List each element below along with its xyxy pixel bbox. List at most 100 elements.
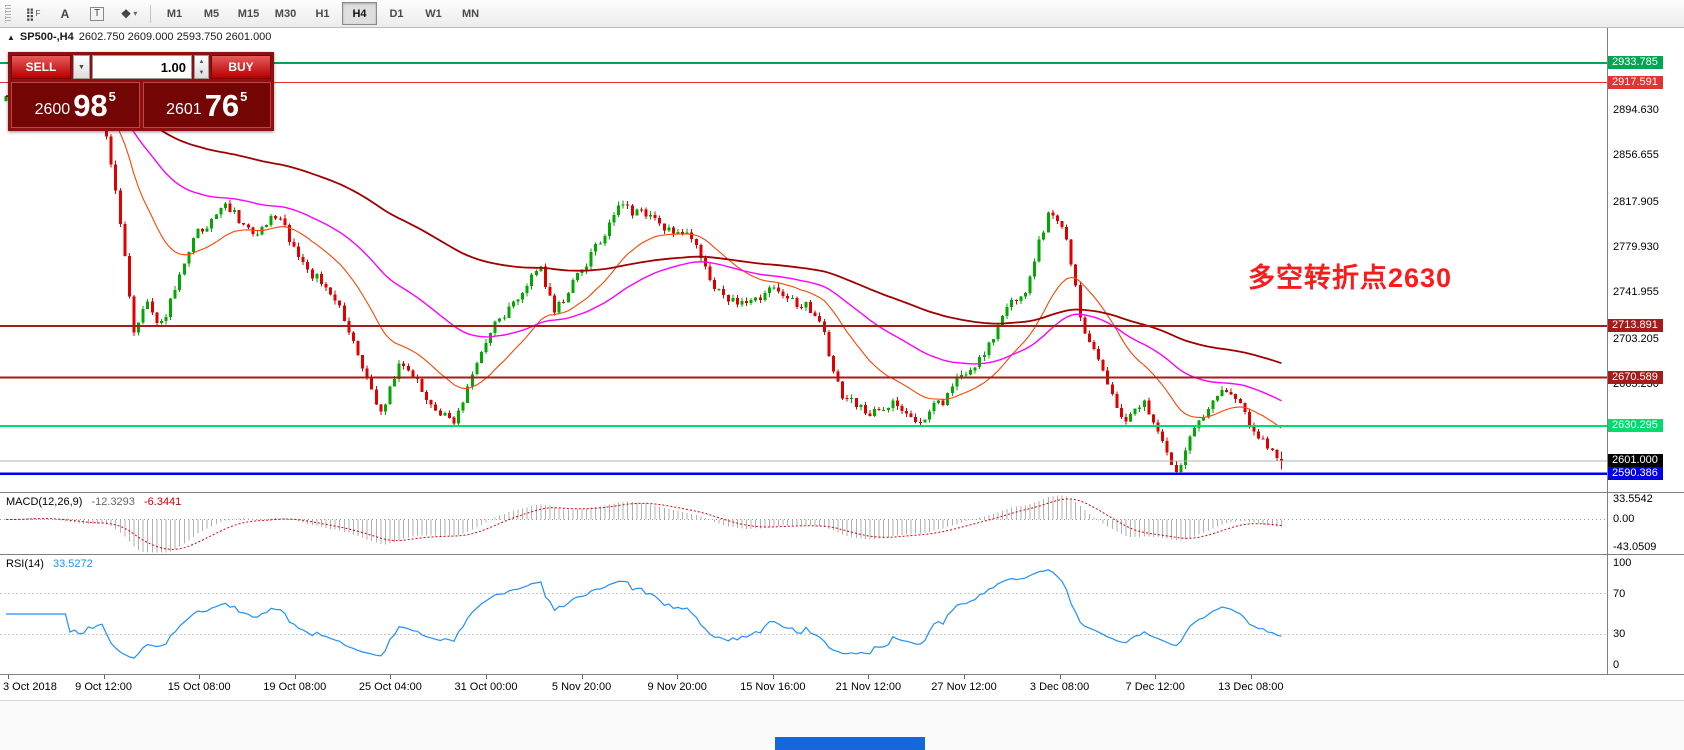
macd-title: MACD(12,26,9) -12.3293 -6.3441 <box>6 496 181 508</box>
price-tag: 2933.785 <box>1608 56 1663 70</box>
axis-tick-label: 2741.955 <box>1613 286 1659 299</box>
price-tag: 2590.386 <box>1608 467 1663 481</box>
dropdown-caret-icon: ▾ <box>133 9 138 18</box>
axis-tick-label: 33.5542 <box>1613 493 1653 505</box>
axis-tick-label: -43.0509 <box>1613 541 1657 553</box>
time-label: 7 Dec 12:00 <box>1125 681 1185 693</box>
rsi-chart-canvas[interactable] <box>0 555 1608 673</box>
rsi-title: RSI(14) 33.5272 <box>6 558 93 570</box>
time-tick <box>294 675 296 679</box>
sell-button[interactable]: SELL <box>11 55 71 79</box>
timeframe-group: M1 M5 M15 M30 H1 H4 D1 W1 MN <box>156 2 489 25</box>
time-label: 9 Oct 12:00 <box>75 681 133 693</box>
rsi-panel: RSI(14) 33.5272 100 70 30 0 <box>0 554 1684 674</box>
grid-tool-icon[interactable]: ⣿ F <box>25 6 41 21</box>
buy-button[interactable]: BUY <box>211 55 271 79</box>
time-tick <box>677 675 679 679</box>
timeframe-button-m1[interactable]: M1 <box>166 7 183 20</box>
main-chart-canvas[interactable] <box>0 28 1608 492</box>
time-axis[interactable]: 3 Oct 2018 9 Oct 12:00 15 Oct 08:00 19 Oct … <box>0 674 1684 700</box>
time-label: 21 Nov 12:00 <box>835 681 902 693</box>
timeframe-button-h4[interactable]: H4 <box>342 2 377 25</box>
rsi-guides <box>0 593 1608 635</box>
spinner-up-icon[interactable]: ▲ <box>198 58 205 65</box>
axis-tick-label: 2817.905 <box>1613 195 1659 208</box>
timeframe-button-h1[interactable]: H1 <box>315 7 330 20</box>
trade-panel-collapse-arrow[interactable]: ▲ <box>7 32 15 42</box>
sell-price-display[interactable]: 2600 98 5 <box>11 82 140 128</box>
axis-tick-label: 0.00 <box>1613 513 1635 526</box>
taskbar-fragment[interactable] <box>774 737 925 750</box>
price-tag: 2630.295 <box>1608 419 1663 433</box>
sell-price-pip-sup: 5 <box>108 89 116 104</box>
price-tag: 2601.000 <box>1608 454 1663 468</box>
horizontal-levels <box>0 61 1608 475</box>
time-tick <box>103 675 105 679</box>
toolbar-grip[interactable] <box>5 4 11 23</box>
macd-axis[interactable]: 33.5542 0.00 -43.0509 <box>1607 493 1684 554</box>
volume-spinner[interactable]: ▲ ▼ <box>194 55 209 79</box>
rsi-axis[interactable]: 100 70 30 0 <box>1607 555 1684 674</box>
candlestick-series <box>4 79 1283 475</box>
time-label: 31 Oct 00:00 <box>454 681 518 693</box>
time-tick <box>581 675 583 679</box>
time-label: 25 Oct 04:00 <box>358 681 422 693</box>
axis-tick-label: 100 <box>1613 557 1632 570</box>
macd-chart-canvas[interactable] <box>0 493 1608 553</box>
time-label: 15 Nov 16:00 <box>740 681 806 693</box>
macd-label: MACD(12,26,9) <box>6 496 83 508</box>
time-label: 13 Dec 08:00 <box>1218 681 1284 693</box>
time-label: 3 Oct 2018 <box>3 681 57 693</box>
trade-controls-row: SELL ▼ ▲▼ BUY <box>11 55 271 79</box>
axis-tick-label: 0 <box>1613 658 1620 671</box>
time-tick <box>868 675 870 679</box>
macd-histogram <box>0 495 1608 553</box>
timeframe-button-m30[interactable]: M30 <box>274 7 297 20</box>
time-tick <box>1250 675 1252 679</box>
axis-tick-label: 70 <box>1613 587 1626 600</box>
volume-input[interactable] <box>92 55 192 79</box>
timeframe-button-m15[interactable]: M15 <box>237 7 260 20</box>
drawing-tools-group: ⣿ F A T ❖ ▾ <box>17 2 145 26</box>
toolbar-separator <box>150 4 151 23</box>
time-tick <box>1155 675 1157 679</box>
toolbar: ⣿ F A T ❖ ▾ M1 M5 M15 M30 H1 H4 D1 W1 MN <box>0 0 1684 28</box>
sell-price-big-digits: 98 <box>73 87 108 123</box>
time-tick <box>964 675 965 679</box>
axis-tick-label: 2703.205 <box>1613 332 1659 345</box>
axis-tick-label: 30 <box>1613 628 1626 641</box>
timeframe-button-w1[interactable]: W1 <box>425 7 442 20</box>
buy-price-display[interactable]: 2601 76 5 <box>142 82 271 128</box>
volume-dropdown-arrow[interactable]: ▼ <box>73 55 90 79</box>
text-tool-icon[interactable]: T <box>81 2 113 26</box>
symbol-timeframe-label: SP500-,H4 <box>19 31 74 43</box>
time-label: 19 Oct 08:00 <box>263 681 327 693</box>
time-label: 3 Dec 08:00 <box>1029 681 1090 693</box>
time-label: 15 Oct 08:00 <box>167 681 231 693</box>
time-label: 27 Nov 12:00 <box>931 681 997 693</box>
buy-price-big-digits: 76 <box>204 87 240 123</box>
timeframe-button-mn[interactable]: MN <box>461 7 480 20</box>
label-tool-icon[interactable]: A <box>60 6 70 21</box>
buy-price-pip-sup: 5 <box>240 89 248 104</box>
ohlc-values: 2602.750 2609.000 2593.750 2601.000 <box>78 31 272 43</box>
time-tick <box>8 675 9 679</box>
time-tick <box>390 675 392 679</box>
shapes-tool-icon[interactable]: ❖ ▾ <box>120 6 138 21</box>
spinner-down-icon[interactable]: ▼ <box>198 69 205 76</box>
price-tag: 2670.589 <box>1608 371 1663 385</box>
time-tick <box>1059 675 1061 679</box>
main-chart-panel: ▲ SP500-,H4 2602.750 2609.000 2593.750 2… <box>0 28 1684 492</box>
time-tick <box>486 675 487 679</box>
price-axis[interactable]: 2894.630 2856.655 2817.905 2779.930 2741.955… <box>1607 28 1684 492</box>
rsi-value: 33.5272 <box>52 558 93 570</box>
timeframe-button-m5[interactable]: M5 <box>203 7 220 20</box>
price-tag: 2713.891 <box>1608 319 1663 333</box>
time-tick <box>772 675 774 679</box>
timeframe-button-d1[interactable]: D1 <box>389 7 404 20</box>
price-tag: 2917.591 <box>1608 75 1663 89</box>
trade-prices-row: 2600 98 5 2601 76 5 <box>11 82 271 128</box>
time-tick <box>199 675 201 679</box>
